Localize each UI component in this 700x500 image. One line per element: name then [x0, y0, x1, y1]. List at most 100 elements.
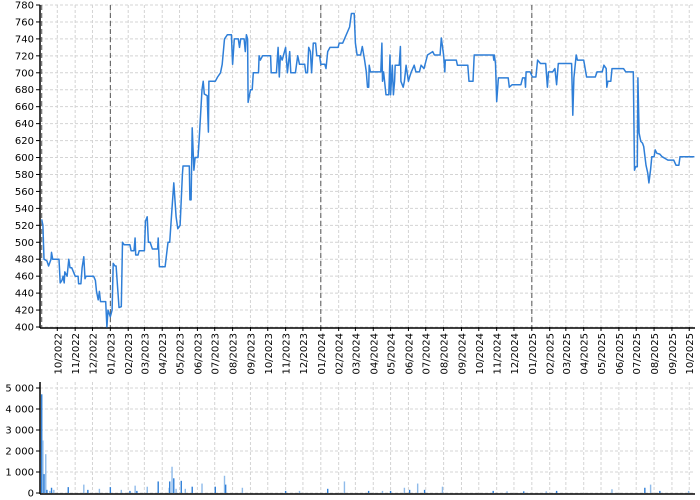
volume-bar [492, 490, 494, 493]
volume-y-tick-label: 2 000 [5, 447, 34, 458]
volume-bar [506, 491, 508, 493]
price-x-tick-label: 06/2023 [193, 333, 204, 375]
volume-bar [367, 490, 370, 493]
price-x-tick-label: 11/2022 [71, 333, 82, 375]
volume-bar [545, 491, 547, 493]
price-x-tick-label: 04/2025 [580, 333, 591, 375]
volume-bar [327, 488, 329, 493]
price-x-tick-label: 01/2023 [106, 333, 117, 375]
price-y-tick-label: 500 [15, 238, 34, 249]
price-x-tick-label: 10/2023 [264, 333, 275, 375]
price-x-tick-label: 07/2024 [422, 333, 433, 375]
volume-bar [343, 481, 346, 493]
volume-bar [184, 488, 186, 493]
price-x-tick-label: 08/2025 [650, 333, 661, 375]
volume-bar [45, 454, 47, 493]
price-x-tick-label: 03/2025 [562, 333, 573, 375]
volume-bar [49, 490, 51, 493]
volume-bar [42, 440, 44, 493]
volume-bar [180, 480, 182, 493]
price-line [40, 12, 695, 328]
price-y-tick-label: 460 [15, 272, 34, 283]
volume-bar [136, 490, 138, 493]
price-x-tick-label: 12/2022 [88, 333, 99, 375]
price-x-tick-label: 04/2023 [158, 333, 169, 375]
volume-bar [120, 489, 122, 493]
price-x-tick-label: 03/2023 [140, 333, 151, 375]
volume-bar [298, 490, 301, 493]
volume-bar [191, 486, 193, 493]
volume-bar [403, 487, 406, 493]
volume-y-tick-label: 0 [28, 489, 34, 500]
volume-bar [223, 475, 226, 493]
price-y-tick-label: 400 [15, 323, 34, 334]
price-x-tick-label: 09/2023 [246, 333, 257, 375]
volume-bar [67, 487, 69, 493]
price-y-tick-label: 700 [15, 68, 34, 79]
volume-y-tick-label: 1 000 [5, 468, 34, 479]
volume-bar [284, 490, 287, 493]
price-x-tick-label: 12/2024 [510, 333, 521, 375]
price-chart: 400 420 440 460 480 500 520 540 560 580 600 620 640 6… [15, 1, 696, 375]
price-y-tick-label: 740 [15, 34, 34, 45]
volume-y-tick-label: 5 000 [5, 384, 34, 395]
price-y-tick-label: 720 [15, 51, 34, 62]
price-y-tick-label: 560 [15, 187, 34, 198]
price-x-tick-label: 02/2024 [335, 333, 346, 375]
volume-bar [201, 483, 203, 493]
volume-bar [175, 488, 177, 493]
price-x-tick-label: 02/2025 [546, 333, 557, 375]
volume-bar [441, 486, 444, 493]
price-x-tick-label: 07/2023 [211, 333, 222, 375]
price-y-tick-label: 580 [15, 170, 34, 181]
price-x-tick-label: 11/2024 [493, 333, 504, 375]
volume-bar [555, 490, 558, 493]
volume-bar [644, 487, 646, 493]
volume-bar [109, 487, 112, 493]
volume-bar [224, 484, 227, 493]
price-y-tick-label: 520 [15, 221, 34, 232]
volume-bar [381, 490, 384, 493]
volume-bar [659, 490, 661, 493]
volume-y-tick-label: 4 000 [5, 405, 34, 416]
volume-bar [41, 394, 43, 493]
price-y-tick-label: 620 [15, 136, 34, 147]
volume-bar [173, 478, 175, 493]
volume-bar [50, 487, 53, 493]
volume-bar [523, 491, 525, 493]
volume-bar [134, 485, 136, 493]
volume-bar [169, 481, 171, 493]
price-x-tick-label: 10/2022 [53, 333, 64, 375]
price-x-tick-label: 09/2024 [457, 333, 468, 375]
volume-bar [83, 484, 85, 493]
price-y-tick-label: 440 [15, 289, 34, 300]
price-y-tick-label: 640 [15, 119, 34, 130]
volume-bar [87, 489, 89, 493]
price-x-tick-label: 10/2024 [475, 333, 486, 375]
volume-bar [241, 487, 244, 493]
volume-bar [53, 489, 55, 493]
volume-bar [146, 486, 148, 493]
volume-bar [171, 466, 173, 493]
price-x-tick-label: 10/2025 [685, 333, 696, 375]
price-x-tick-label: 07/2025 [632, 333, 643, 375]
volume-bar [423, 489, 426, 493]
volume-bar [408, 489, 411, 493]
price-x-tick-label: 04/2024 [369, 333, 380, 375]
volume-y-tick-label: 3 000 [5, 426, 34, 437]
price-x-tick-label: 05/2025 [597, 333, 608, 375]
price-x-tick-label: 05/2023 [176, 333, 187, 375]
price-x-tick-label: 06/2024 [404, 333, 415, 375]
volume-bar [129, 490, 131, 493]
volume-bar [389, 490, 392, 493]
volume-bar [416, 483, 419, 493]
price-y-tick-label: 600 [15, 153, 34, 164]
price-x-tick-label: 08/2023 [229, 333, 240, 375]
volume-bar [98, 488, 101, 493]
price-x-tick-label: 08/2024 [440, 333, 451, 375]
volume-bar [157, 481, 159, 493]
price-x-tick-label: 02/2023 [124, 333, 135, 375]
price-x-tick-label: 12/2023 [299, 333, 310, 375]
volume-chart: 0 1 000 2 000 3 000 4 000 5 000 [5, 382, 695, 500]
